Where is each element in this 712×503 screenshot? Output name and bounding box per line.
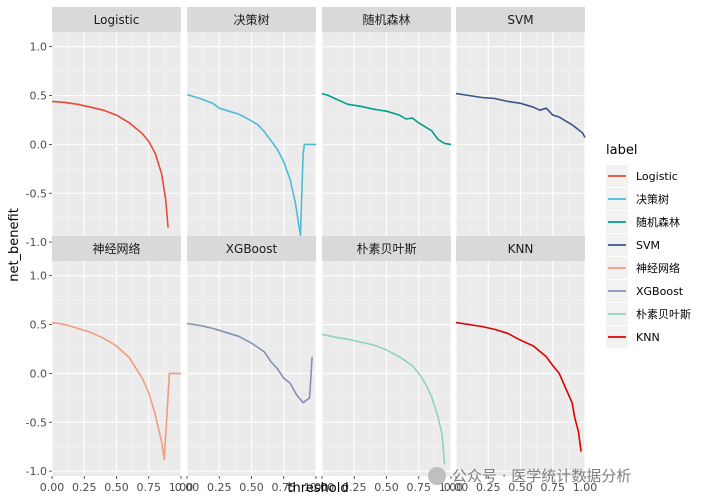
gridlines [321, 261, 452, 476]
x-tick-label: 0.75 [407, 481, 432, 494]
x-tick-label: 0.50 [239, 481, 264, 494]
legend-item: SVM [606, 234, 660, 256]
x-tick-label: 1.00 [304, 481, 329, 494]
facet-panel: KNN [455, 236, 586, 476]
facet-strip-label: KNN [508, 242, 534, 256]
facet-strip-label: XGBoost [226, 242, 278, 256]
gridlines [186, 261, 317, 476]
legend-item: KNN [606, 326, 660, 348]
series-line [455, 321, 582, 452]
facet-panel: XGBoost [186, 236, 317, 476]
y-tick-label: 0.5 [30, 90, 48, 103]
y-axis-title: net_benefit [7, 208, 22, 282]
legend-title: label [606, 143, 637, 158]
x-tick-label: 0.75 [541, 481, 566, 494]
facet-strip-label: 神经网络 [92, 241, 140, 256]
y-tick-label: 1.0 [30, 270, 48, 283]
watermark-text: 公众号 · 医学统计数据分析 [452, 467, 631, 485]
series-line [455, 92, 586, 138]
series-line [186, 93, 316, 237]
facet-panel: 随机森林 [321, 7, 452, 247]
x-tick-label: 0.00 [40, 481, 65, 494]
gridlines [455, 261, 586, 476]
facet-strip [52, 236, 181, 261]
facet-strip [322, 236, 451, 261]
x-tick-label: 0.00 [310, 481, 335, 494]
x-tick-label: 0.25 [476, 481, 501, 494]
series-line [321, 92, 452, 146]
y-tick-label: 1.0 [30, 41, 48, 54]
facet-panel: 神经网络 [51, 236, 182, 476]
x-tick-label: 0.50 [104, 481, 129, 494]
x-axis-title: threshold [287, 481, 348, 496]
facet-strip [456, 236, 585, 261]
facet-strip [52, 7, 181, 32]
series-line [51, 100, 169, 228]
y-tick-label: -1.0 [26, 465, 47, 478]
facet-strip-label: Logistic [94, 13, 140, 27]
wechat-icon [428, 467, 446, 485]
facet-panel: Logistic [51, 7, 182, 247]
facet-panels: Logistic 决策树 随机森林 SVM 神经网络 XGBoost 朴素贝叶斯 KNN [51, 7, 586, 476]
x-tick-label: 1.00 [169, 481, 194, 494]
legend-label: Logistic [636, 170, 678, 183]
legend-label: 决策树 [636, 192, 669, 206]
x-tick-label: 0.75 [137, 481, 162, 494]
legend-item: Logistic [606, 165, 678, 187]
legend-label: SVM [636, 239, 660, 252]
series-line [321, 333, 446, 465]
gridlines [455, 32, 586, 247]
y-tick-label: 0.0 [30, 138, 48, 151]
x-tick-label: 0.00 [175, 481, 200, 494]
x-tick-label: 0.25 [342, 481, 367, 494]
facet-strip-label: 随机森林 [362, 12, 410, 27]
facet-strip [456, 7, 585, 32]
x-axis: 0.00 0.25 0.50 0.75 1.000.00 0.25 0.50 0.75 1.00… [40, 476, 598, 494]
y-tick-label: 0.0 [30, 367, 48, 380]
gridlines [186, 32, 317, 247]
gridlines [51, 32, 182, 247]
series-line [51, 321, 181, 461]
x-tick-label: 1.00 [439, 481, 464, 494]
legend-item: 决策树 [606, 188, 669, 210]
legend-label: 随机森林 [636, 215, 680, 229]
facet-strip-label: 决策树 [233, 12, 269, 27]
legend-label: XGBoost [636, 285, 684, 298]
legend-label: 神经网络 [636, 261, 680, 275]
facet-strip [187, 236, 316, 261]
legend-label: 朴素贝叶斯 [636, 307, 691, 321]
y-tick-label: -1.0 [26, 236, 47, 249]
gridlines [51, 261, 182, 476]
legend-item: XGBoost [606, 280, 684, 302]
y-tick-label: -0.5 [26, 416, 47, 429]
facet-panel: SVM [455, 7, 586, 247]
y-tick-label: 0.5 [30, 319, 48, 332]
y-axis: -1.0 -0.5 0.0 0.5 1.0 -1.0 -0.5 0.0 0.5 1.0 [26, 41, 52, 478]
watermark: 公众号 · 医学统计数据分析 [428, 467, 631, 485]
x-tick-label: 0.25 [207, 481, 232, 494]
y-tick-label: -0.5 [26, 187, 47, 200]
x-tick-label: 1.00 [573, 481, 598, 494]
legend-item: 神经网络 [606, 257, 680, 279]
facet-strip-label: SVM [507, 13, 533, 27]
facet-panel: 朴素贝叶斯 [321, 236, 452, 476]
facet-strip-label: 朴素贝叶斯 [356, 241, 416, 256]
facet-strip [322, 7, 451, 32]
series-line [186, 322, 313, 404]
x-tick-label: 0.25 [72, 481, 97, 494]
legend-item: 朴素贝叶斯 [606, 303, 691, 325]
x-tick-label: 0.00 [444, 481, 469, 494]
x-tick-label: 0.50 [374, 481, 399, 494]
facet-panel: 决策树 [186, 7, 317, 247]
facet-strip [187, 7, 316, 32]
legend-item: 随机森林 [606, 211, 680, 233]
legend-label: KNN [636, 331, 660, 344]
x-tick-label: 0.50 [508, 481, 533, 494]
x-tick-label: 0.75 [272, 481, 297, 494]
